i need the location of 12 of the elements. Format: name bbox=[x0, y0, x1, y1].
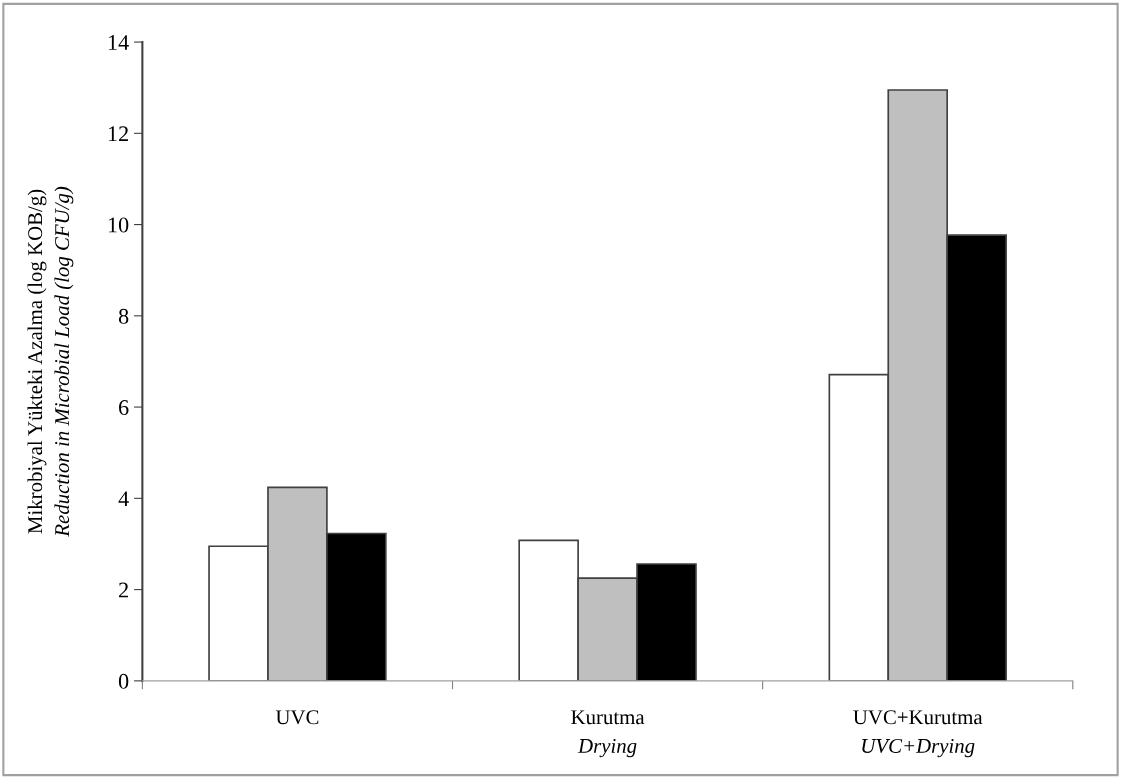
y-tick-label: 6 bbox=[119, 400, 129, 416]
y-axis-title: Mikrobiyal Yükteki Azalma (log KOB/g) Reduction in Microbial Load (log CFU/g) bbox=[27, 186, 74, 537]
y-tick-label: 12 bbox=[108, 126, 128, 142]
x-tick-label: Kurutma Drying bbox=[571, 710, 645, 758]
x-tick-label: UVC bbox=[275, 710, 319, 725]
y-tick-label: 14 bbox=[108, 35, 129, 50]
y-tick-label: 4 bbox=[118, 491, 129, 507]
y-tick-label: 2 bbox=[119, 582, 128, 598]
y-tick-label: 10 bbox=[108, 217, 129, 233]
y-tick-label: 8 bbox=[118, 308, 129, 324]
y-tick-label: 0 bbox=[118, 673, 129, 689]
x-tick-label: UVC+Kurutma UVC+Drying bbox=[853, 710, 983, 758]
